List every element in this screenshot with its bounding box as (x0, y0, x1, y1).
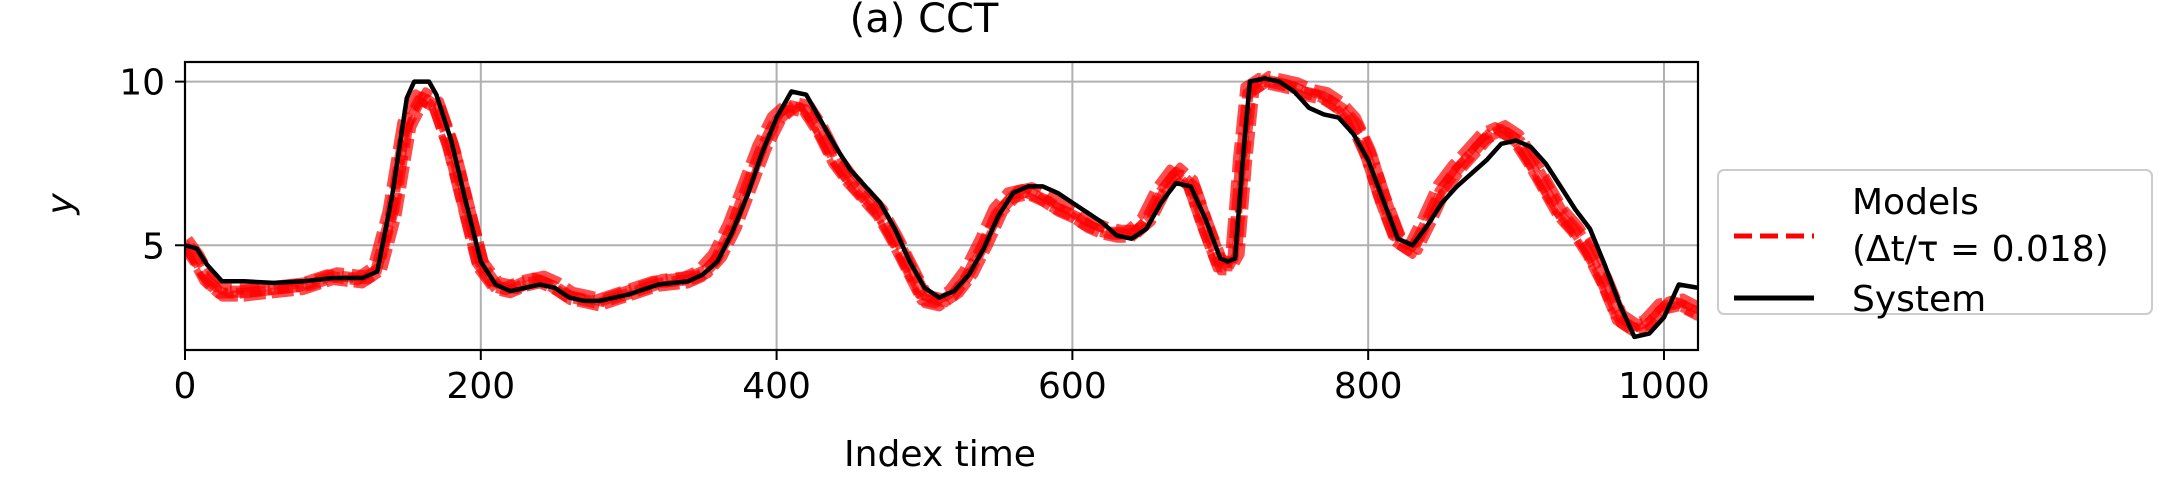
legend: Models (Δt/τ = 0.018) System (1717, 169, 2153, 320)
x-axis-label: Index time (844, 434, 1036, 475)
x-tick-label: 600 (1038, 366, 1107, 407)
system-line (185, 76, 1698, 340)
y-axis-label: y (40, 193, 81, 216)
series-layer (185, 70, 1698, 340)
x-tick-label: 1000 (1618, 366, 1710, 407)
x-tick-label: 400 (742, 366, 811, 407)
series-group (185, 70, 1698, 340)
x-tick-label: 800 (1334, 366, 1403, 407)
y-tick-label: 10 (119, 63, 165, 104)
legend-models-label-line2: (Δt/τ = 0.018) (1852, 229, 2109, 270)
axis-ticks: 0 200 400 600 800 1000 5 10 (119, 63, 1710, 407)
models-line (186, 70, 1698, 327)
models-line (185, 72, 1694, 329)
x-tick-label: 200 (446, 366, 515, 407)
plot-frame (183, 60, 1700, 352)
models-line (185, 81, 1698, 338)
legend-models-label: Models (1852, 182, 1979, 223)
legend-system-label: System (1852, 279, 1986, 320)
y-tick-label: 5 (142, 226, 165, 267)
chart-title: (a) CCT (850, 0, 999, 42)
x-tick-label: 0 (174, 366, 197, 407)
legend-box (1717, 169, 2153, 315)
